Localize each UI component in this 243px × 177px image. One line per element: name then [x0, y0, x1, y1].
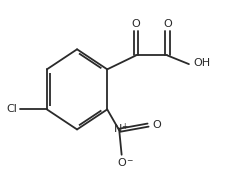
Text: O: O [163, 19, 172, 29]
Text: +: + [121, 122, 128, 131]
Text: O: O [132, 19, 140, 29]
Text: Cl: Cl [7, 104, 17, 114]
Text: −: − [126, 156, 132, 165]
Text: O: O [117, 158, 126, 168]
Text: OH: OH [193, 58, 210, 68]
Text: O: O [152, 120, 161, 130]
Text: N: N [114, 124, 122, 135]
